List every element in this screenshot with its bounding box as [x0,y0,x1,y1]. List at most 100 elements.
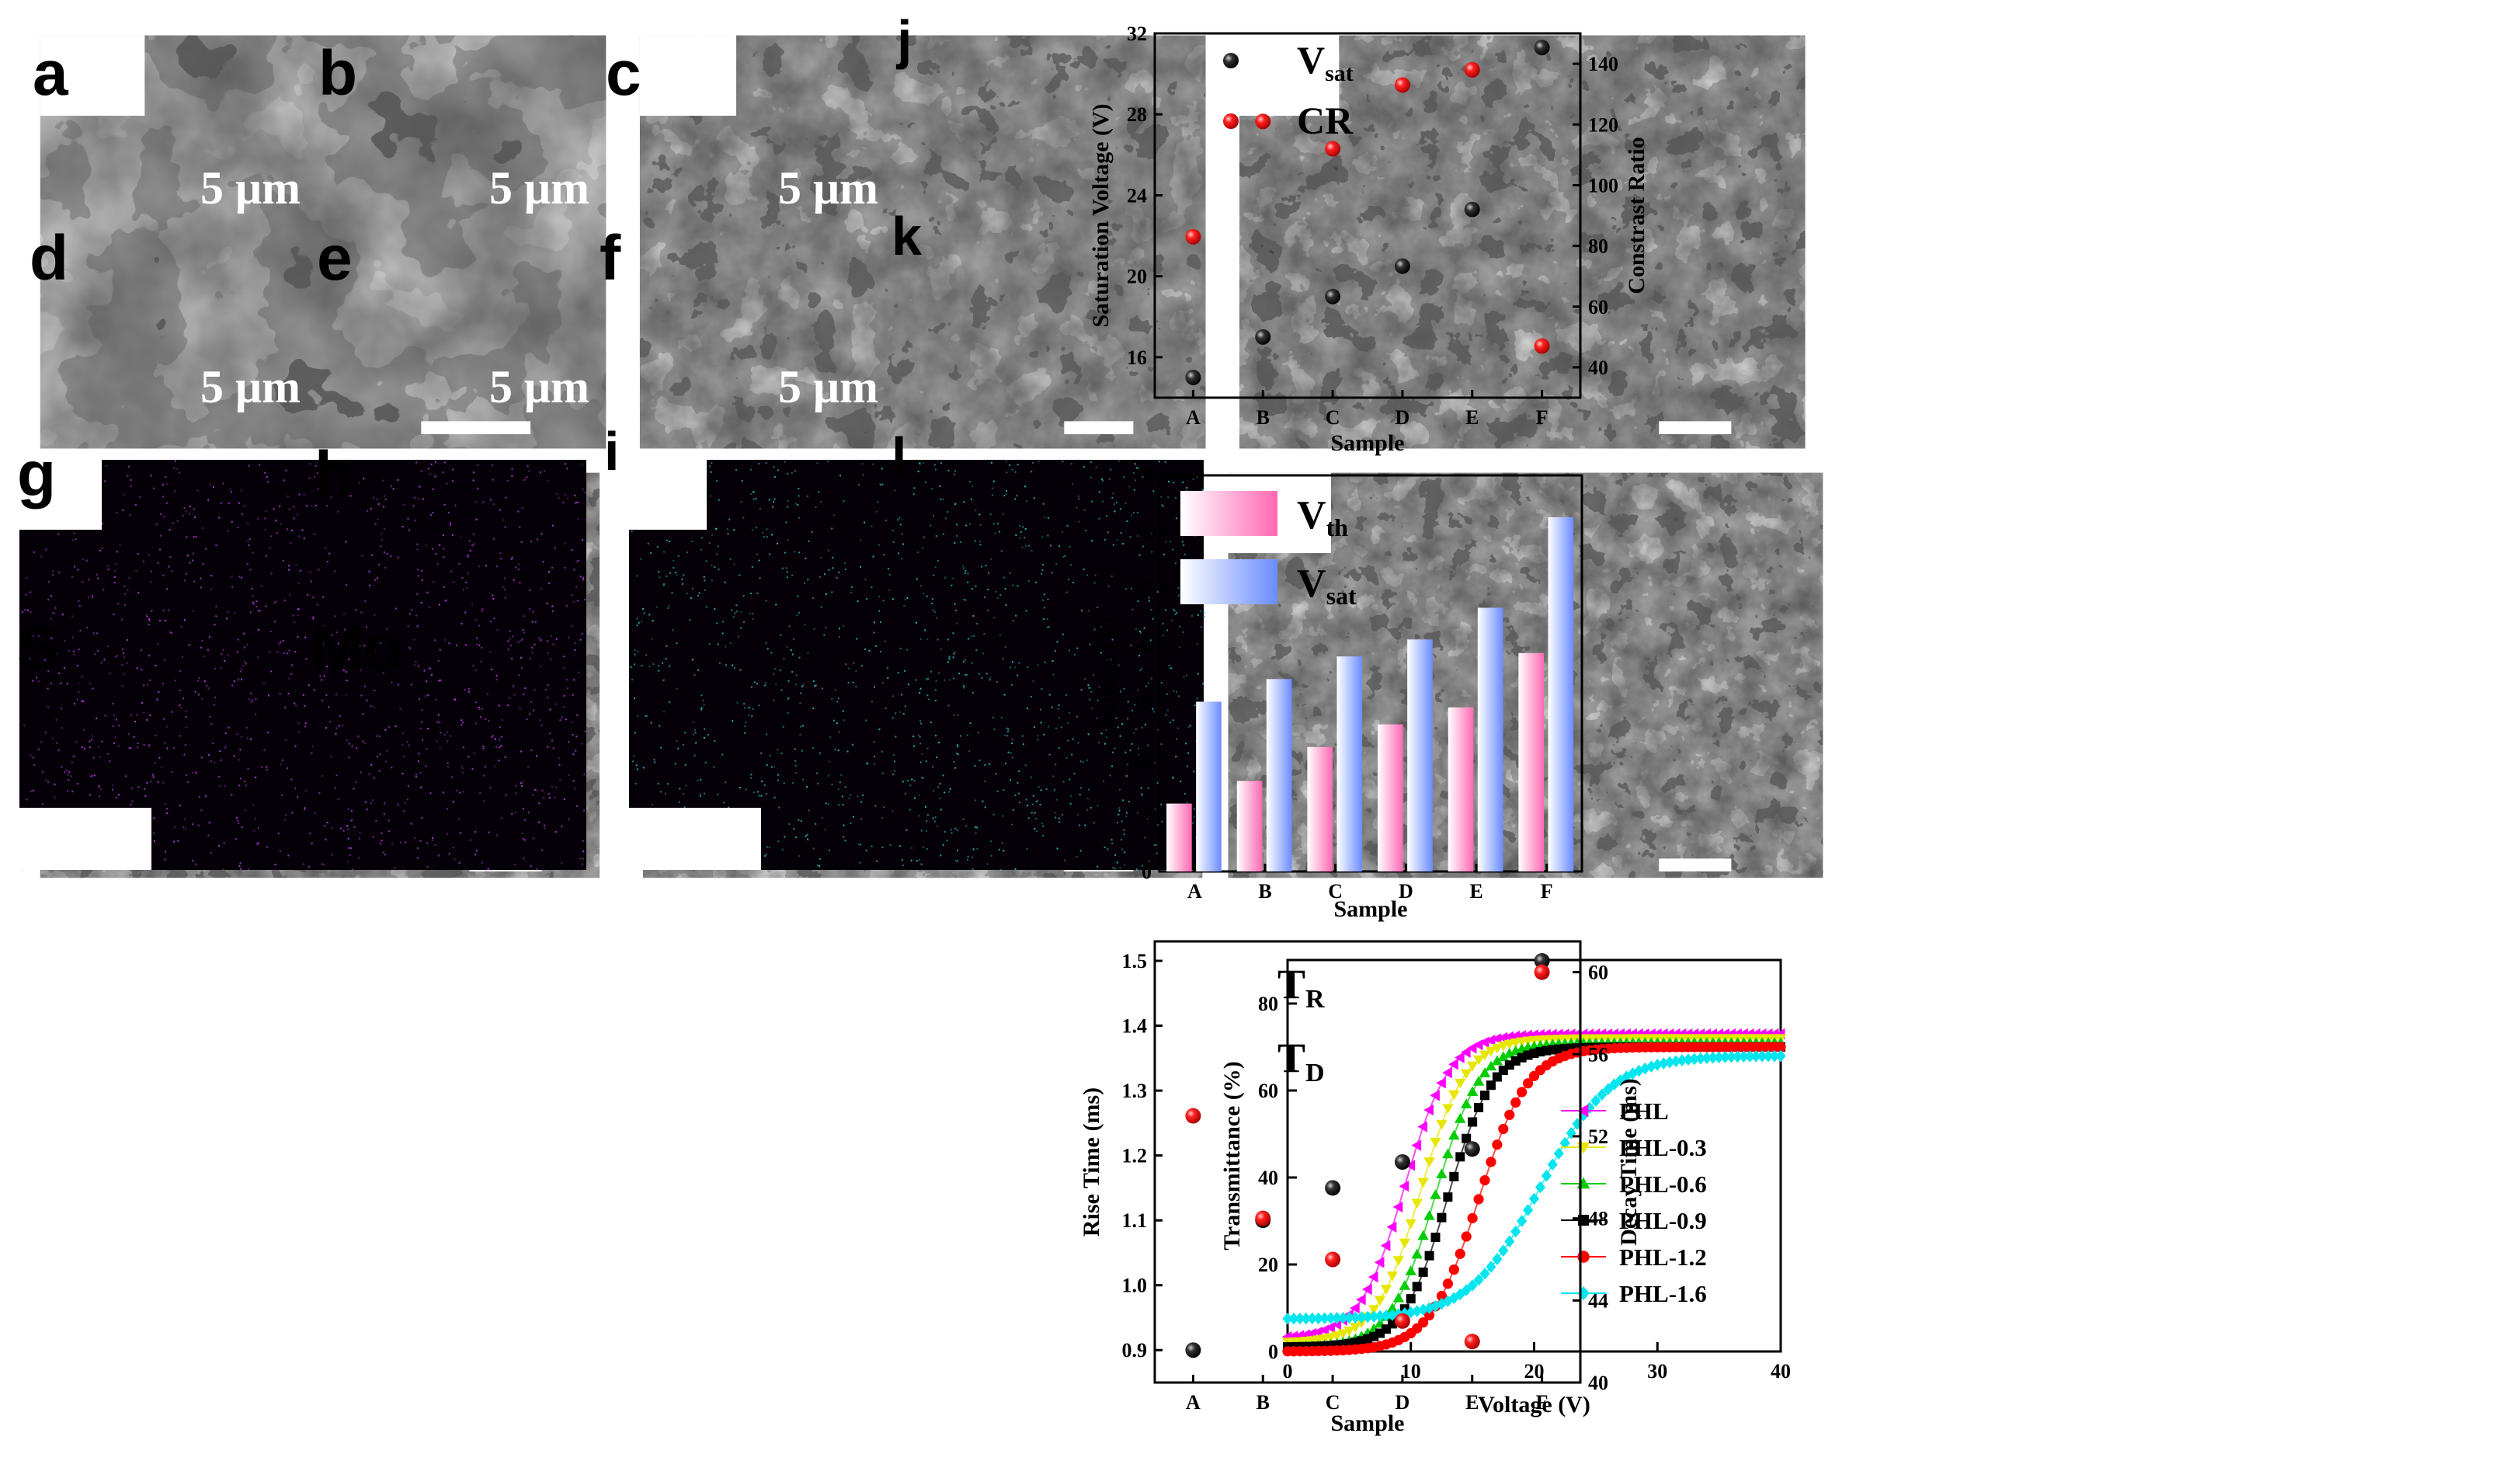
data-point [1399,1238,1411,1249]
data-point [1392,1292,1405,1303]
panel-label-b: b [318,38,357,109]
data-point [1467,1212,1478,1223]
data-point [1472,1055,1485,1066]
legend-marker [1223,53,1239,68]
data-point [1658,1057,1669,1070]
data-point [1479,1036,1489,1049]
panel-label-l: l [892,426,906,487]
data-point [1726,1050,1737,1063]
data-point [1480,1091,1489,1101]
scalebar-label-b: 5 μm [489,162,589,214]
y-right-tick-label: 120 [1588,113,1618,136]
data-point [1185,1342,1201,1358]
data-point [1418,1267,1428,1277]
x-tick-label: B [1257,406,1270,429]
x-tick-label: E [1465,1391,1479,1414]
data-point [1255,1210,1271,1226]
data-point [1455,1288,1465,1301]
y-tick-label: 5 [1142,804,1152,826]
data-point [1405,1265,1416,1275]
panel-label-g: g [17,439,56,510]
data-point [1399,1181,1409,1192]
data-point [1399,1307,1410,1320]
x-axis-title: Sample [1330,430,1404,456]
data-point [1486,1080,1496,1091]
data-point [1423,1302,1435,1314]
data-point [1473,1274,1484,1286]
data-point [1406,1306,1416,1319]
data-point [1430,1137,1441,1148]
data-point [1301,1312,1312,1325]
series-cr [1185,61,1550,354]
panel-label-k: k [892,206,922,266]
data-point [1455,1113,1466,1123]
y-right-tick-label: 80 [1588,235,1608,258]
data-point [1392,1256,1405,1266]
data-point [1504,1235,1515,1248]
data-point [1430,1090,1440,1101]
data-point [1350,1302,1360,1314]
data-point [1738,1050,1749,1063]
data-point [1380,1285,1392,1295]
scalebar-label-a: 5 μm [200,162,301,214]
y-tick-label: 28 [1127,103,1147,126]
data-point [1392,1201,1403,1213]
x-axis-title: Sample [1330,1411,1404,1436]
plot-frame [1153,32,1582,399]
data-point [1331,1312,1343,1324]
data-point [1448,1264,1459,1275]
data-point [1701,1052,1712,1064]
data-point [1479,1268,1490,1280]
data-point [1448,1292,1459,1304]
eds-element-label-mo: Mo [311,613,402,684]
data-point [1381,1309,1392,1322]
data-point [1448,1129,1460,1140]
bar [1378,724,1403,871]
data-point [1719,1051,1731,1063]
data-point [1775,1042,1786,1052]
data-point [1423,1310,1435,1320]
data-point [1386,1303,1399,1313]
data-point [1670,1055,1681,1068]
data-point [1331,1331,1343,1341]
legend-label: TD [1277,1035,1325,1087]
x-tick-label: A [1186,1391,1201,1414]
y-tick-label: 1.5 [1122,950,1148,972]
bar [1196,701,1222,871]
data-point [1337,1311,1349,1324]
data-point [1405,1160,1416,1171]
data-point [1504,1109,1515,1120]
data-point [1319,1312,1330,1325]
data-point [1418,1303,1429,1317]
data-point [1491,1055,1503,1066]
plot-frame [1158,474,1583,873]
bar [1166,803,1192,871]
y-right-tick-label: 48 [1588,1208,1608,1230]
x-tick-label: A [1187,880,1202,903]
data-point [1757,1050,1767,1063]
data-point [1577,1285,1590,1301]
data-point [1448,1059,1458,1070]
y-tick-label: 15 [1131,690,1152,713]
data-point [1386,1271,1399,1282]
y-tick-label: 1.3 [1122,1080,1148,1102]
scalebar-a [421,421,531,434]
sem-image-b [639,35,1206,449]
data-point [1763,1049,1774,1063]
y-axis-title: Transmittance (%) [1219,1061,1245,1251]
y-right-tick-label: 60 [1588,962,1608,984]
y-tick-label: 1.1 [1122,1209,1148,1232]
data-point [1460,1069,1472,1080]
y-tick-label: 0.9 [1122,1339,1148,1362]
y-tick-label: 40 [1258,1167,1278,1189]
y-axis-title: Saturation Voltage (V) [1088,103,1114,327]
y-tick-label: 20 [1258,1254,1278,1276]
data-point [1362,1310,1373,1324]
legend-swatch [1180,559,1277,604]
data-point [1517,1215,1528,1227]
data-point [1576,1104,1589,1118]
bar [1307,746,1333,871]
y-right-axis-title: Decay Time (ms) [1616,1078,1642,1246]
bar [1236,781,1263,871]
panel-label-d: d [30,223,68,294]
